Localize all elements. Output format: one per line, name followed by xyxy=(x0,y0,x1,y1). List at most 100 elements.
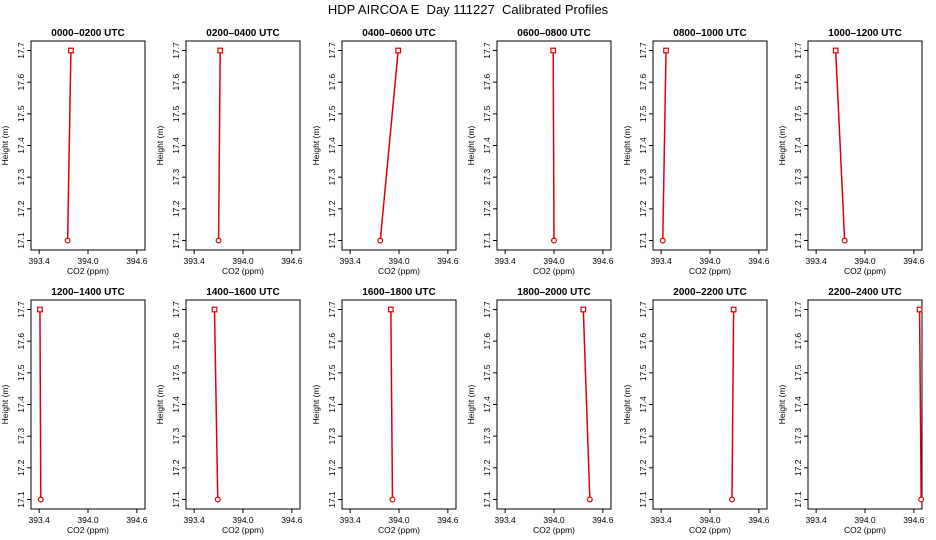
plot-frame xyxy=(652,40,768,251)
y-tick-label: 17.2 xyxy=(482,200,492,217)
x-axis-label: CO2 (ppm) xyxy=(222,266,264,276)
y-tick-label: 17.7 xyxy=(482,301,492,318)
y-tick-label: 17.4 xyxy=(638,396,648,413)
y-tick-label: 17.3 xyxy=(638,428,648,445)
y-tick-label: 17.7 xyxy=(16,301,26,318)
x-tick-label: 394.6 xyxy=(748,515,770,525)
x-tick-label: 394.6 xyxy=(281,515,303,525)
y-tick-label: 17.7 xyxy=(16,42,26,59)
y-tick-label: 17.6 xyxy=(793,74,803,91)
y-axis-label: Height (m) xyxy=(0,385,10,425)
y-tick-label: 17.3 xyxy=(638,169,648,186)
x-tick-label: 394.6 xyxy=(126,256,148,266)
y-tick-label: 17.6 xyxy=(171,74,181,91)
y-tick-label: 17.6 xyxy=(638,74,648,91)
data-point-bottom xyxy=(841,237,848,244)
panel-title: 1200–1400 UTC xyxy=(51,287,124,298)
panel-title: 2000–2200 UTC xyxy=(673,287,746,298)
y-tick-label: 17.6 xyxy=(171,333,181,350)
y-tick-label: 17.3 xyxy=(171,169,181,186)
plot-frame xyxy=(807,299,923,510)
y-tick-label: 17.5 xyxy=(327,364,337,381)
data-point-bottom xyxy=(377,237,384,244)
profile-panel: 0200–0400 UTC 393.4 394.0 394.6 CO2 (ppm) 17.… xyxy=(155,28,303,276)
y-tick-label: 17.2 xyxy=(171,200,181,217)
y-tick-label: 17.4 xyxy=(171,137,181,154)
data-point-bottom xyxy=(550,237,557,244)
x-tick-label: 393.4 xyxy=(340,256,362,266)
y-tick-label: 17.5 xyxy=(793,105,803,122)
profile-panel: 2000–2200 UTC 393.4 394.0 394.6 CO2 (ppm) 17.… xyxy=(622,287,770,535)
panel-title: 0200–0400 UTC xyxy=(206,28,279,39)
plot-frame xyxy=(341,299,457,510)
profile-line xyxy=(213,309,219,500)
y-tick-label: 17.4 xyxy=(482,396,492,413)
y-tick-label: 17.6 xyxy=(638,333,648,350)
x-tick-label: 394.6 xyxy=(903,256,925,266)
x-tick-label: 394.0 xyxy=(699,515,721,525)
x-axis-label: CO2 (ppm) xyxy=(533,525,575,535)
x-tick-label: 393.4 xyxy=(806,515,828,525)
y-tick-label: 17.2 xyxy=(327,459,337,476)
y-axis-label: Height (m) xyxy=(155,126,165,166)
profile-line xyxy=(379,50,399,241)
y-tick-label: 17.7 xyxy=(171,42,181,59)
x-tick-label: 393.4 xyxy=(495,256,517,266)
x-tick-label: 394.6 xyxy=(592,256,614,266)
y-tick-label: 17.6 xyxy=(482,333,492,350)
profile-line xyxy=(582,309,591,500)
y-axis-label: Height (m) xyxy=(311,385,321,425)
x-tick-label: 393.4 xyxy=(29,256,51,266)
y-tick-label: 17.1 xyxy=(793,491,803,508)
y-tick-label: 17.4 xyxy=(793,396,803,413)
profile-panel: 0800–1000 UTC 393.4 394.0 394.6 CO2 (ppm) 17.… xyxy=(622,28,770,276)
y-tick-label: 17.7 xyxy=(482,42,492,59)
profile-panel: 1800–2000 UTC 393.4 394.0 394.6 CO2 (ppm) 17.… xyxy=(466,287,614,535)
panel-title: 0800–1000 UTC xyxy=(673,28,746,39)
x-tick-label: 394.0 xyxy=(232,256,254,266)
y-tick-label: 17.5 xyxy=(16,105,26,122)
x-axis-label: CO2 (ppm) xyxy=(689,266,731,276)
panel-title: 1400–1600 UTC xyxy=(206,287,279,298)
y-tick-label: 17.5 xyxy=(482,105,492,122)
y-tick-label: 17.3 xyxy=(327,428,337,445)
data-point-bottom xyxy=(659,237,666,244)
profile-line xyxy=(66,50,72,241)
data-point-bottom xyxy=(728,496,735,503)
x-axis-label: CO2 (ppm) xyxy=(533,266,575,276)
y-tick-label: 17.1 xyxy=(327,491,337,508)
plot-frame xyxy=(807,40,923,251)
y-tick-label: 17.2 xyxy=(793,200,803,217)
plot-frame xyxy=(30,40,146,251)
x-tick-label: 393.4 xyxy=(806,256,828,266)
x-tick-label: 394.6 xyxy=(592,515,614,525)
x-tick-label: 394.6 xyxy=(126,515,148,525)
plot-frame xyxy=(652,299,768,510)
profile-panel: 1200–1400 UTC 393.4 394.0 394.6 CO2 (ppm) 17.… xyxy=(0,287,148,535)
data-point-top xyxy=(550,47,557,54)
x-tick-label: 394.6 xyxy=(748,256,770,266)
plot-frame xyxy=(496,299,612,510)
y-tick-label: 17.1 xyxy=(793,232,803,249)
y-tick-label: 17.6 xyxy=(327,333,337,350)
data-point-bottom xyxy=(64,237,71,244)
data-point-bottom xyxy=(918,496,925,503)
y-axis-label: Height (m) xyxy=(622,126,632,166)
profile-panel: 2200–2400 UTC 393.4 394.0 394.6 CO2 (ppm) 17.… xyxy=(777,287,925,535)
x-axis-label: CO2 (ppm) xyxy=(378,266,420,276)
y-tick-label: 17.5 xyxy=(171,105,181,122)
x-axis-label: CO2 (ppm) xyxy=(844,266,886,276)
y-axis-label: Height (m) xyxy=(466,126,476,166)
y-tick-label: 17.1 xyxy=(16,491,26,508)
data-point-top xyxy=(217,47,224,54)
x-tick-label: 394.0 xyxy=(388,515,410,525)
y-tick-label: 17.1 xyxy=(327,232,337,249)
page-title: HDP AIRCOA E Day 111227 Calibrated Profi… xyxy=(327,2,609,17)
panel-title: 0000–0200 UTC xyxy=(51,28,124,39)
data-point-top xyxy=(663,47,669,54)
y-axis-label: Height (m) xyxy=(622,385,632,425)
y-tick-label: 17.1 xyxy=(638,491,648,508)
y-tick-label: 17.4 xyxy=(327,137,337,154)
profile-line xyxy=(552,50,555,241)
